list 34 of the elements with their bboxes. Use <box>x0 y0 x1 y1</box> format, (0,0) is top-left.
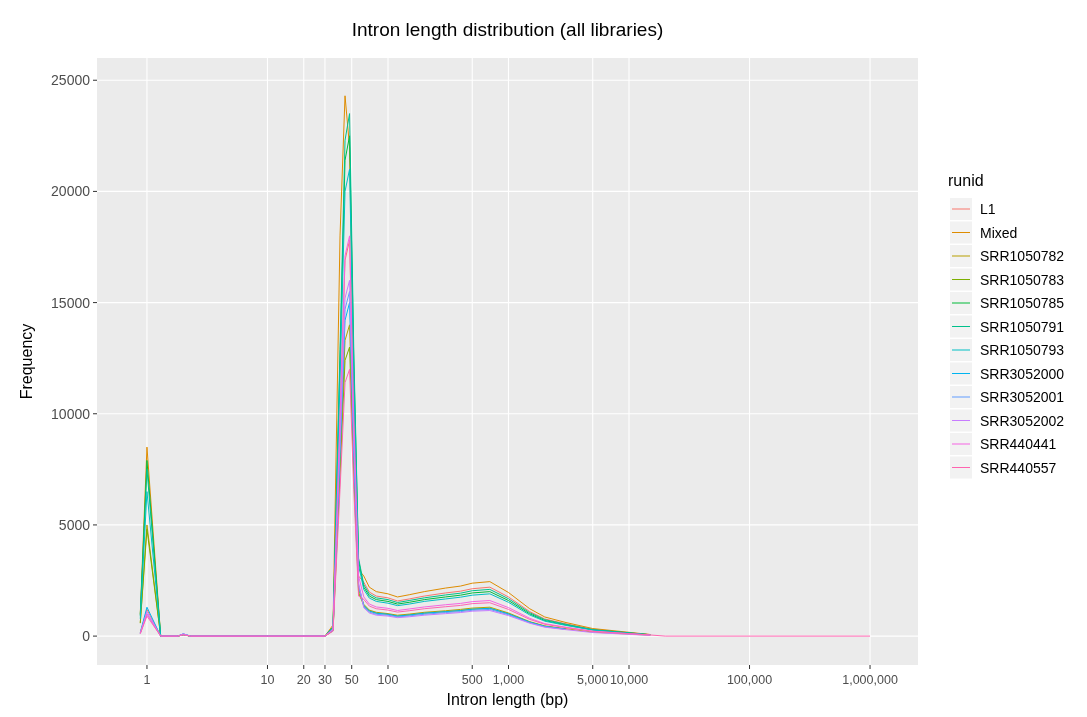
x-tick-label: 100 <box>377 673 399 687</box>
legend-title: runid <box>948 172 984 189</box>
legend-label: SRR3052001 <box>980 389 1065 405</box>
y-tick-label: 15000 <box>51 294 91 311</box>
y-axis-title: Frequency <box>18 323 35 400</box>
x-tick-label: 500 <box>461 673 483 687</box>
x-tick-label: 30 <box>318 673 332 687</box>
x-tick-label: 50 <box>344 673 359 687</box>
x-tick-label: 1,000 <box>492 673 525 687</box>
legend-label: SRR1050793 <box>980 342 1065 358</box>
legend-label: SRR440557 <box>980 459 1057 476</box>
x-tick-label: 10 <box>260 673 275 687</box>
x-tick-label: 5,000 <box>577 673 609 687</box>
x-tick-label: 1,000,000 <box>842 673 898 687</box>
x-tick-label: 10,000 <box>609 673 649 687</box>
legend-label: SRR1050791 <box>980 318 1065 335</box>
legend-label: SRR3052002 <box>980 412 1065 429</box>
x-tick-label: 1 <box>143 673 151 687</box>
legend-label: SRR440441 <box>980 436 1057 452</box>
y-tick-label: 20000 <box>51 183 91 200</box>
legend-label: Mixed <box>980 224 1018 241</box>
y-tick-label: 25000 <box>51 72 91 89</box>
y-tick-label: 5000 <box>58 516 91 533</box>
y-tick-label: 10000 <box>51 405 91 422</box>
x-axis-title: Intron length (bp) <box>446 691 569 708</box>
legend-label: L1 <box>980 201 996 217</box>
legend-label: SRR1050783 <box>980 271 1065 288</box>
legend-label: SRR1050785 <box>980 295 1065 311</box>
x-tick-label: 20 <box>296 673 311 687</box>
legend-label: SRR1050782 <box>980 248 1065 264</box>
legend-label: SRR3052000 <box>980 365 1065 382</box>
x-tick-label: 100,000 <box>726 673 773 687</box>
y-tick-label: 0 <box>82 628 91 645</box>
chart-title: Intron length distribution (all libraries) <box>351 19 664 40</box>
